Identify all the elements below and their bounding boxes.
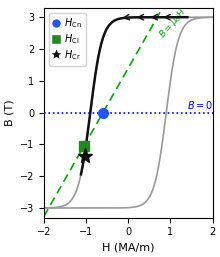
X-axis label: H (MA/m): H (MA/m) [102,243,154,253]
Text: $B = \mu_0 H$: $B = \mu_0 H$ [156,6,189,41]
Text: $B = 0$: $B = 0$ [187,99,213,112]
Legend: $H_{\mathrm{Cn}}$, $H_{\mathrm{Cl}}$, $H_{\mathrm{Cr}}$: $H_{\mathrm{Cn}}$, $H_{\mathrm{Cl}}$, $H… [49,13,86,66]
Y-axis label: B (T): B (T) [4,99,14,126]
